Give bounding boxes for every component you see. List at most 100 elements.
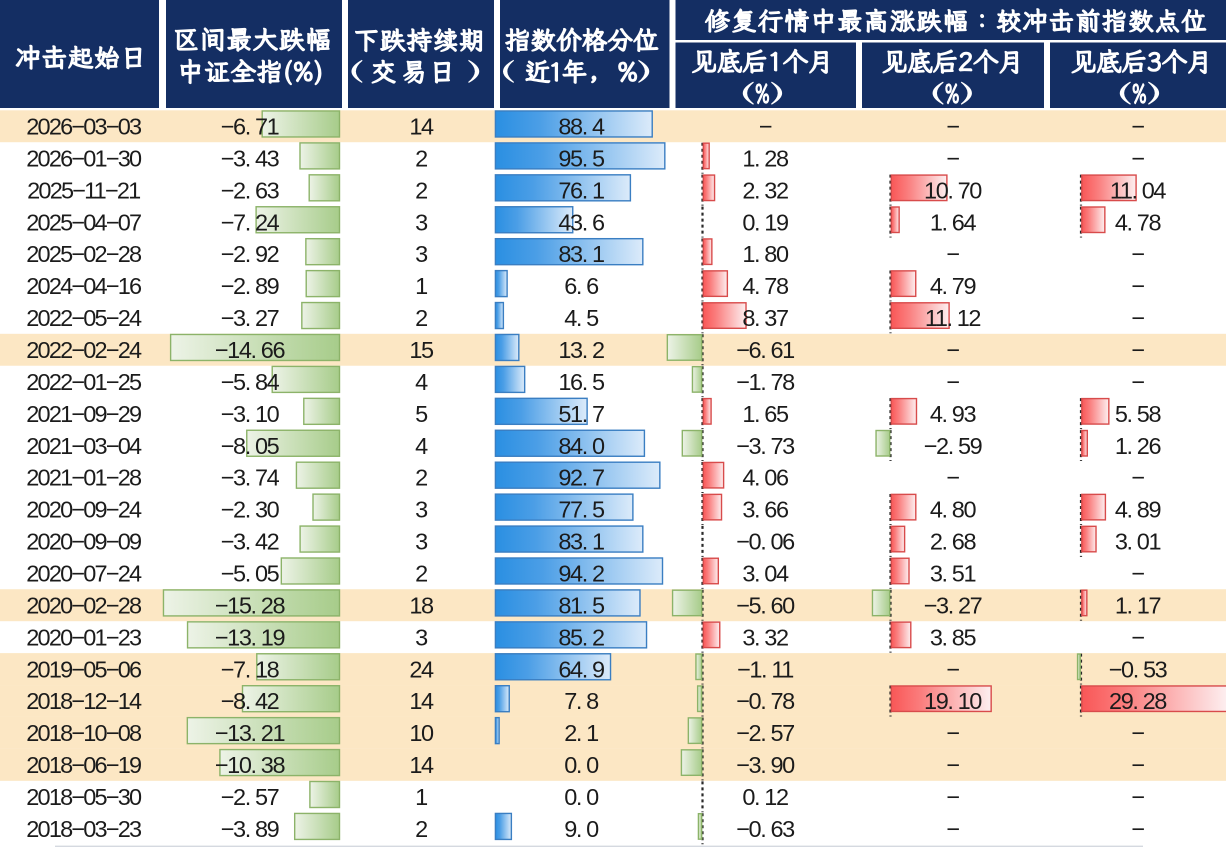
svg-text:−2. 57: −2. 57 bbox=[221, 784, 279, 810]
svg-text:−0. 78: −0. 78 bbox=[736, 688, 795, 714]
svg-text:−8. 05: −8. 05 bbox=[221, 433, 280, 459]
svg-text:1: 1 bbox=[415, 784, 427, 810]
svg-text:2026−03−03: 2026−03−03 bbox=[26, 114, 142, 140]
svg-text:14: 14 bbox=[409, 114, 434, 140]
svg-text:−: − bbox=[1131, 465, 1144, 491]
svg-text:7. 8: 7. 8 bbox=[564, 688, 599, 714]
svg-text:2018−10−08: 2018−10−08 bbox=[26, 720, 142, 746]
svg-text:−: − bbox=[946, 114, 959, 140]
svg-text:−3. 42: −3. 42 bbox=[221, 529, 279, 555]
svg-text:2020−02−28: 2020−02−28 bbox=[26, 592, 142, 618]
svg-text:4. 78: 4. 78 bbox=[742, 273, 789, 299]
svg-text:3: 3 bbox=[415, 209, 428, 235]
svg-text:94. 2: 94. 2 bbox=[558, 561, 604, 587]
svg-text:−2. 57: −2. 57 bbox=[736, 720, 794, 746]
svg-text:−: − bbox=[1131, 114, 1144, 140]
svg-text:2: 2 bbox=[415, 465, 427, 491]
svg-text:13. 2: 13. 2 bbox=[558, 337, 604, 363]
svg-text:2018−12−14: 2018−12−14 bbox=[26, 688, 142, 714]
svg-text:4: 4 bbox=[415, 433, 428, 459]
svg-text:2018−03−23: 2018−03−23 bbox=[26, 816, 142, 842]
svg-text:−1. 11: −1. 11 bbox=[737, 656, 793, 682]
svg-text:76. 1: 76. 1 bbox=[558, 177, 604, 203]
svg-text:4. 79: 4. 79 bbox=[930, 273, 976, 299]
svg-text:−2. 92: −2. 92 bbox=[221, 241, 279, 267]
svg-text:5. 58: 5. 58 bbox=[1115, 401, 1162, 427]
svg-text:64. 9: 64. 9 bbox=[558, 656, 604, 682]
svg-text:−5. 84: −5. 84 bbox=[221, 369, 280, 395]
svg-text:1. 65: 1. 65 bbox=[742, 401, 789, 427]
svg-text:−3. 10: −3. 10 bbox=[221, 401, 280, 427]
svg-text:2026−01−30: 2026−01−30 bbox=[26, 145, 142, 171]
svg-text:3. 32: 3. 32 bbox=[742, 624, 788, 650]
svg-text:−13. 21: −13. 21 bbox=[215, 720, 285, 746]
svg-text:2. 1: 2. 1 bbox=[564, 720, 598, 746]
svg-text:14: 14 bbox=[409, 752, 434, 778]
svg-text:95. 5: 95. 5 bbox=[558, 145, 605, 171]
svg-text:−: − bbox=[946, 720, 959, 746]
svg-text:85. 2: 85. 2 bbox=[558, 624, 604, 650]
svg-text:−: − bbox=[759, 114, 772, 140]
svg-text:3. 66: 3. 66 bbox=[742, 497, 789, 523]
svg-text:88. 4: 88. 4 bbox=[558, 114, 605, 140]
svg-text:−: − bbox=[946, 816, 959, 842]
svg-text:1. 64: 1. 64 bbox=[930, 209, 977, 235]
svg-text:3. 01: 3. 01 bbox=[1115, 529, 1161, 555]
svg-text:1. 80: 1. 80 bbox=[742, 241, 789, 267]
svg-text:3: 3 bbox=[415, 241, 428, 267]
svg-text:2021−01−28: 2021−01−28 bbox=[26, 465, 142, 491]
svg-text:−: − bbox=[1131, 369, 1144, 395]
svg-text:−: − bbox=[946, 784, 959, 810]
svg-text:14: 14 bbox=[409, 688, 434, 714]
svg-text:2022−02−24: 2022−02−24 bbox=[26, 337, 142, 363]
svg-text:2018−06−19: 2018−06−19 bbox=[26, 752, 141, 778]
svg-text:2: 2 bbox=[415, 177, 427, 203]
svg-text:0. 12: 0. 12 bbox=[742, 784, 788, 810]
svg-text:−7. 18: −7. 18 bbox=[221, 656, 280, 682]
svg-text:−: − bbox=[1131, 273, 1144, 299]
svg-text:2020−09−09: 2020−09−09 bbox=[26, 529, 141, 555]
svg-text:24: 24 bbox=[409, 656, 434, 682]
svg-text:2025−11−21: 2025−11−21 bbox=[27, 177, 140, 203]
svg-text:−2. 59: −2. 59 bbox=[924, 433, 982, 459]
svg-text:2021−03−04: 2021−03−04 bbox=[26, 433, 142, 459]
svg-text:−: − bbox=[1131, 145, 1144, 171]
svg-text:4. 89: 4. 89 bbox=[1115, 497, 1161, 523]
svg-text:18: 18 bbox=[409, 592, 434, 618]
svg-text:−: − bbox=[946, 656, 959, 682]
svg-text:0. 19: 0. 19 bbox=[742, 209, 788, 235]
svg-text:83. 1: 83. 1 bbox=[558, 241, 604, 267]
svg-text:3: 3 bbox=[415, 497, 428, 523]
svg-text:11. 12: 11. 12 bbox=[925, 305, 981, 331]
svg-text:2020−07−24: 2020−07−24 bbox=[26, 561, 142, 587]
svg-text:2020−09−24: 2020−09−24 bbox=[26, 497, 142, 523]
svg-text:3: 3 bbox=[415, 529, 428, 555]
svg-text:−10. 38: −10. 38 bbox=[215, 752, 286, 778]
svg-text:3. 04: 3. 04 bbox=[742, 561, 789, 587]
svg-text:−: − bbox=[1131, 241, 1144, 267]
svg-text:−: − bbox=[946, 752, 959, 778]
svg-text:−3. 89: −3. 89 bbox=[221, 816, 279, 842]
svg-text:−: − bbox=[1131, 784, 1144, 810]
svg-text:84. 0: 84. 0 bbox=[558, 433, 605, 459]
svg-text:4. 80: 4. 80 bbox=[930, 497, 977, 523]
svg-text:2: 2 bbox=[415, 816, 427, 842]
svg-text:2022−05−24: 2022−05−24 bbox=[26, 305, 142, 331]
svg-text:−2. 89: −2. 89 bbox=[221, 273, 279, 299]
svg-text:−: − bbox=[1131, 752, 1144, 778]
svg-text:2: 2 bbox=[415, 305, 427, 331]
svg-text:4. 93: 4. 93 bbox=[930, 401, 977, 427]
svg-text:2020−01−23: 2020−01−23 bbox=[26, 624, 142, 650]
svg-text:4. 78: 4. 78 bbox=[1115, 209, 1162, 235]
svg-text:6. 6: 6. 6 bbox=[564, 273, 599, 299]
svg-text:2025−02−28: 2025−02−28 bbox=[26, 241, 142, 267]
svg-text:−: − bbox=[946, 369, 959, 395]
svg-text:2: 2 bbox=[415, 145, 427, 171]
svg-text:−7. 24: −7. 24 bbox=[221, 209, 280, 235]
svg-text:−6. 61: −6. 61 bbox=[736, 337, 794, 363]
svg-text:11. 04: 11. 04 bbox=[1110, 177, 1167, 203]
svg-text:−: − bbox=[946, 337, 959, 363]
svg-text:−: − bbox=[1131, 561, 1144, 587]
svg-text:3. 85: 3. 85 bbox=[930, 624, 977, 650]
svg-text:−: − bbox=[1131, 816, 1144, 842]
